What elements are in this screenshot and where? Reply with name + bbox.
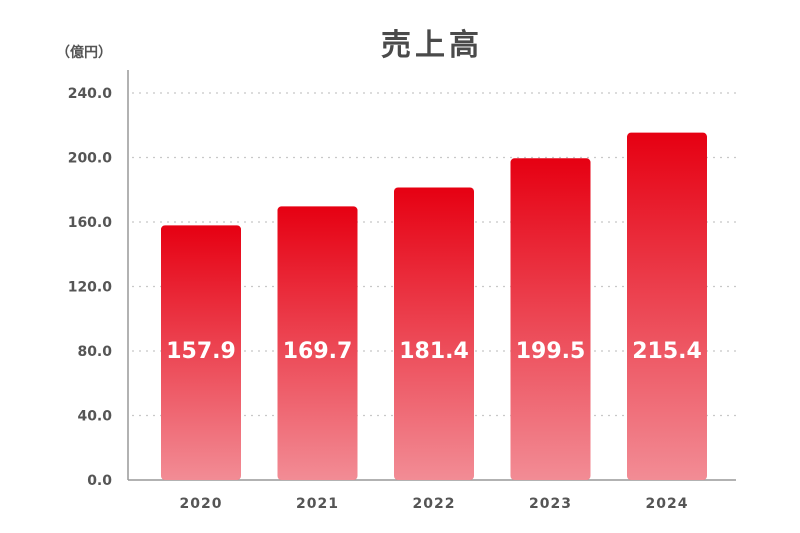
bar-value-label: 181.4 <box>399 339 469 364</box>
bar-value-label: 215.4 <box>632 339 702 364</box>
chart-title: 売上高 <box>381 28 483 63</box>
y-tick-label: 40.0 <box>77 409 112 425</box>
y-tick-label: 0.0 <box>87 473 112 489</box>
bar-2024 <box>627 132 707 481</box>
y-axis-ticks: 0.0 40.0 80.0 120.0 160.0 200.0 240.0 <box>68 86 113 489</box>
y-axis-unit-label: （億円） <box>56 44 112 61</box>
x-axis-ticks: 2020 2021 2022 2023 2024 <box>180 496 689 512</box>
bar-value-label: 199.5 <box>516 339 586 364</box>
y-tick-label: 240.0 <box>68 86 113 102</box>
x-tick-label: 2021 <box>296 496 339 512</box>
x-tick-label: 2022 <box>413 496 456 512</box>
bars: 157.9 169.7 181.4 199.5 215.4 <box>161 132 707 481</box>
x-tick-label: 2023 <box>529 496 572 512</box>
x-tick-label: 2024 <box>646 496 689 512</box>
bar-value-label: 157.9 <box>166 339 236 364</box>
bar-2020 <box>161 225 241 480</box>
bar-2023 <box>510 158 591 480</box>
y-tick-label: 160.0 <box>68 215 113 231</box>
y-tick-label: 120.0 <box>68 280 113 296</box>
y-tick-label: 80.0 <box>77 344 112 360</box>
y-tick-label: 200.0 <box>68 151 113 167</box>
x-tick-label: 2020 <box>180 496 223 512</box>
bar-value-label: 169.7 <box>283 339 353 364</box>
bar-2022 <box>394 187 474 480</box>
bar-2021 <box>277 206 358 480</box>
